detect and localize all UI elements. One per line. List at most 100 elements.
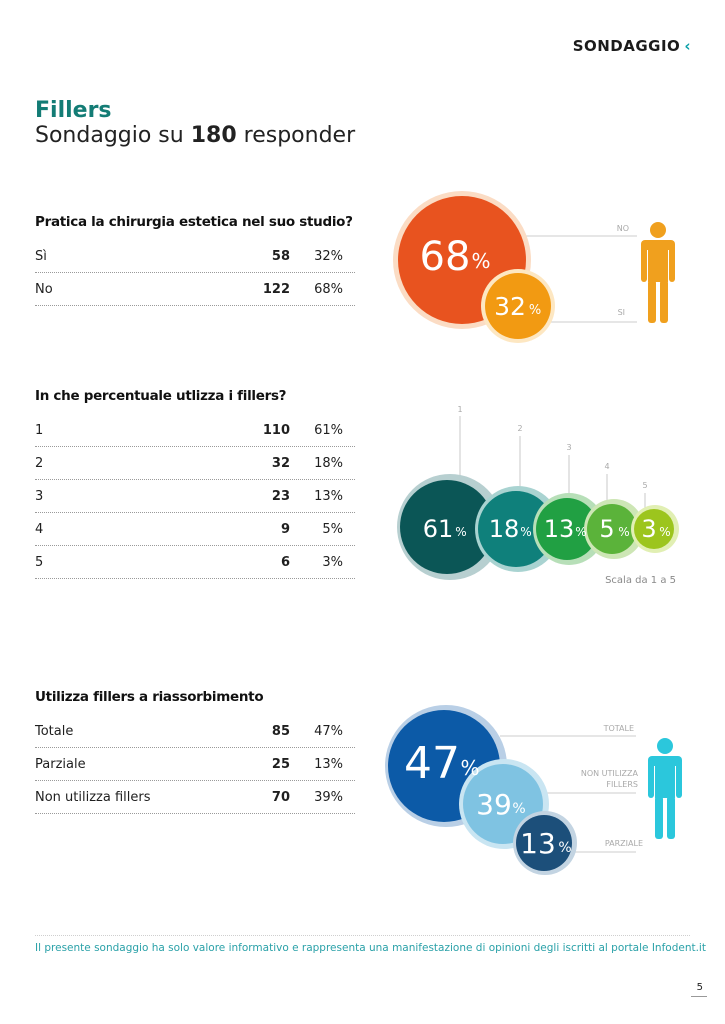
table-row: Sì 58 32% (35, 240, 355, 273)
table-row: Non utilizza fillers 70 39% (35, 781, 355, 814)
bubble-13 (536, 498, 598, 560)
bubble-18-unit: % (520, 525, 531, 539)
table-row: 3 23 13% (35, 480, 355, 513)
row-label: 3 (35, 489, 44, 504)
row-label: Non utilizza fillers (35, 790, 151, 805)
row-percent: 18% (314, 456, 343, 471)
table-row: No 122 68% (35, 273, 355, 306)
person-icon-orange (641, 222, 675, 323)
bubble-61-value: 61 (423, 515, 454, 543)
bubble-13b-unit: % (558, 840, 571, 856)
person-icon-cyan (648, 738, 682, 839)
table-row: Parziale 25 13% (35, 748, 355, 781)
subtitle-prefix: Sondaggio su (35, 123, 191, 148)
callout-label-parziale: PARZIALE (605, 839, 643, 848)
bubble-5-unit: % (618, 525, 629, 539)
q1-table: Pratica la chirurgia estetica nel suo st… (35, 214, 355, 306)
bubble-3 (634, 509, 674, 549)
row-count: 110 (262, 423, 290, 438)
subtitle-count: 180 (190, 123, 237, 148)
bubble-13b-value: 13 (520, 827, 556, 860)
row-label: 1 (35, 423, 44, 438)
row-count: 25 (271, 757, 290, 772)
bubble-68-unit: % (471, 249, 490, 273)
q1-bubbles: NO SI 68 % 32 % (393, 191, 675, 343)
bubble-13b (516, 815, 572, 871)
row-count: 122 (262, 282, 290, 297)
q3-table: Utilizza fillers a riassorbimento Totale… (35, 689, 355, 814)
bubble-68-value: 68 (420, 234, 471, 280)
tick-label-5: 5 (642, 481, 647, 490)
row-percent: 13% (314, 757, 343, 772)
tick-label-4: 4 (604, 462, 609, 471)
bubble-32-unit: % (529, 303, 541, 318)
tick-label-2: 2 (517, 424, 522, 433)
row-percent: 32% (314, 249, 343, 264)
bubble-61 (400, 480, 494, 574)
row-label: 4 (35, 522, 44, 537)
bubble-5-value: 5 (599, 515, 614, 543)
footer-divider (35, 935, 690, 936)
section-header-label: SONDAGGIO (572, 37, 681, 55)
callout-label-fillers: FILLERS (606, 780, 638, 789)
row-percent: 39% (314, 790, 343, 805)
table-row: 4 9 5% (35, 513, 355, 546)
table-row: Totale 85 47% (35, 715, 355, 748)
bubble-39-unit: % (512, 801, 525, 817)
row-label: Parziale (35, 757, 86, 772)
bubble-3-unit: % (659, 525, 670, 539)
q1-question: Pratica la chirurgia estetica nel suo st… (35, 214, 353, 230)
row-label: 5 (35, 555, 44, 570)
q2-question: In che percentuale utlizza i fillers? (35, 388, 287, 404)
chevron-left-icon: ‹ (684, 37, 691, 55)
table-row: 5 6 3% (35, 546, 355, 579)
bubble-13-unit: % (575, 525, 586, 539)
bubble-32 (485, 273, 551, 339)
q3-question: Utilizza fillers a riassorbimento (35, 689, 264, 705)
row-count: 58 (271, 249, 290, 264)
row-label: 2 (35, 456, 44, 471)
row-count: 70 (271, 790, 290, 805)
bubble-32-value: 32 (494, 292, 526, 321)
bubble-39-value: 39 (476, 788, 512, 821)
callout-label-si: SI (618, 308, 625, 317)
row-label: Sì (35, 249, 47, 264)
bubble-47-unit: % (460, 756, 479, 780)
bubble-18 (478, 491, 554, 567)
row-count: 23 (271, 489, 290, 504)
callout-label-totale: TOTALE (603, 724, 634, 733)
bubble-13-value: 13 (544, 515, 575, 543)
row-count: 85 (271, 724, 290, 739)
q3-bubbles: TOTALE NON UTILIZZA FILLERS PARZIALE 47 … (385, 705, 682, 875)
subtitle-suffix: responder (236, 123, 356, 148)
row-percent: 13% (314, 489, 343, 504)
page-number: 5 (696, 982, 703, 993)
q2-bubbles: 1 2 3 4 5 61 % 18 % 13 % 5 % 3 % Scala d… (397, 405, 679, 586)
callout-label-non-utilizza: NON UTILIZZA (581, 769, 639, 778)
row-percent: 68% (314, 282, 343, 297)
row-count: 32 (271, 456, 290, 471)
row-percent: 5% (322, 522, 343, 537)
page-number-rule (691, 996, 707, 997)
row-label: Totale (35, 724, 74, 739)
bubble-5 (587, 504, 637, 554)
bubble-3-value: 3 (641, 515, 656, 543)
tick-label-1: 1 (457, 405, 462, 414)
tick-label-3: 3 (566, 443, 571, 452)
table-row: 2 32 18% (35, 447, 355, 480)
page-subtitle: Sondaggio su 180 responder (35, 123, 355, 148)
bubble-18-value: 18 (489, 515, 520, 543)
page-title: Fillers (35, 98, 112, 123)
callout-label-no: NO (617, 224, 629, 233)
row-percent: 47% (314, 724, 343, 739)
bubble-61-unit: % (455, 525, 466, 539)
row-label: No (35, 282, 53, 297)
table-row: 1 110 61% (35, 414, 355, 447)
row-count: 6 (280, 555, 290, 570)
row-count: 9 (280, 522, 290, 537)
section-header: SONDAGGIO ‹ (573, 37, 691, 55)
row-percent: 61% (314, 423, 343, 438)
row-percent: 3% (322, 555, 343, 570)
